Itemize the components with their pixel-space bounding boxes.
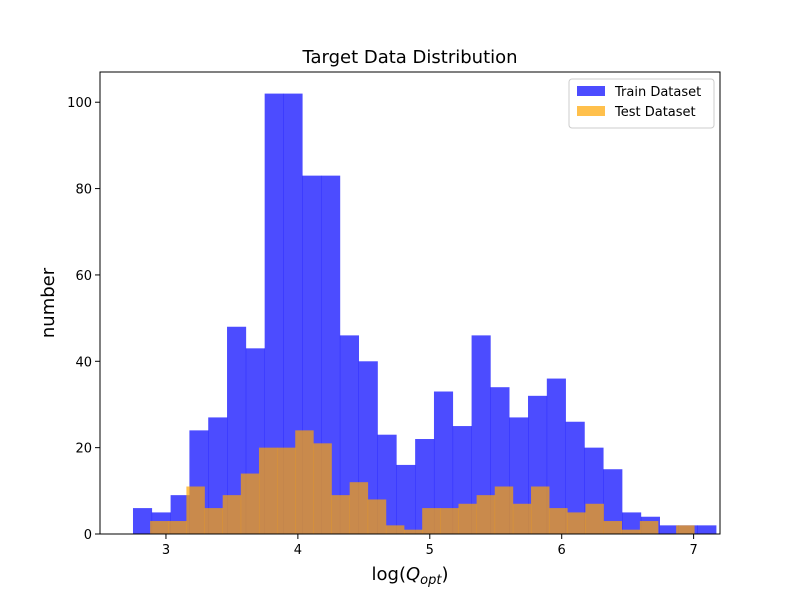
y-tick-label: 60 xyxy=(75,269,92,284)
histogram-bar-test xyxy=(385,525,405,534)
plot-frame xyxy=(99,71,721,535)
histogram-bar-test xyxy=(349,482,369,534)
legend: Train Dataset Test Dataset xyxy=(568,78,715,129)
chart-title: Target Data Distribution xyxy=(301,47,517,68)
legend-swatch-train xyxy=(577,86,605,96)
x-tick-label: 6 xyxy=(558,543,566,558)
histogram-bar-train xyxy=(132,508,153,534)
histogram-bar-test xyxy=(512,503,532,534)
histogram-bar-train xyxy=(659,525,679,534)
histogram-bar-train xyxy=(433,391,454,534)
histogram-bar-test xyxy=(168,521,187,534)
x-tick-label: 3 xyxy=(162,543,170,558)
histogram-bar-test xyxy=(204,508,223,534)
histogram-bar-test xyxy=(603,521,623,534)
histogram-bar-test xyxy=(676,525,695,534)
histogram-bar-train xyxy=(546,378,566,534)
histogram-bar-test xyxy=(240,473,260,534)
histogram-bar-train xyxy=(264,93,284,534)
legend-box xyxy=(568,78,715,129)
histogram-bar-test xyxy=(621,529,641,534)
legend-swatch-test xyxy=(577,106,605,116)
histogram-bar-test xyxy=(295,430,314,534)
histogram-bar-test xyxy=(222,495,242,534)
histogram-bar-train xyxy=(603,469,623,534)
y-tick-label: 20 xyxy=(75,442,92,457)
y-tick-label: 80 xyxy=(75,183,92,198)
histogram-bar-test xyxy=(422,508,441,534)
histogram-bar-train xyxy=(396,464,416,534)
histogram-bar-test xyxy=(458,503,477,534)
histogram-bar-train xyxy=(622,512,642,534)
histogram-bar-test xyxy=(440,508,459,534)
x-tick-label: 7 xyxy=(689,543,697,558)
histogram-bar-test xyxy=(476,495,496,534)
y-axis-ticks: 0 20 40 60 80 100 xyxy=(67,96,100,543)
legend-label-train: Train Dataset xyxy=(614,85,701,100)
histogram-bar-test xyxy=(258,447,278,534)
histogram-bar-train xyxy=(283,93,303,534)
y-axis-label: number xyxy=(38,267,59,338)
histogram-bar-test xyxy=(277,447,296,534)
histogram-bar-test xyxy=(331,495,350,534)
x-tick-label: 4 xyxy=(294,543,302,558)
legend-label-test: Test Dataset xyxy=(614,105,696,120)
x-tick-label: 5 xyxy=(426,543,434,558)
y-tick-label: 0 xyxy=(84,528,92,543)
histogram-bar-test xyxy=(585,503,604,534)
histogram-bar-train xyxy=(565,421,585,534)
histogram-bar-train xyxy=(697,525,717,534)
histogram-bar-train xyxy=(208,417,228,534)
x-axis-ticks: 3 4 5 6 7 xyxy=(162,534,698,558)
histogram-bar-test xyxy=(639,521,659,534)
histogram-bar-test xyxy=(150,521,169,534)
x-axis-label: log(Qopt) xyxy=(372,564,449,588)
y-tick-label: 40 xyxy=(75,355,92,370)
histogram-bar-test xyxy=(313,443,332,534)
histogram-bar-test xyxy=(549,508,568,534)
y-tick-label: 100 xyxy=(67,96,92,111)
histogram-bar-train xyxy=(471,335,491,534)
histogram-bar-test xyxy=(531,486,550,534)
train-bars xyxy=(132,93,717,534)
histogram-bar-test xyxy=(567,512,586,534)
histogram-bar-test xyxy=(186,486,205,534)
histogram-bar-test xyxy=(404,529,423,534)
histogram-bar-test xyxy=(494,486,514,534)
histogram-bar-test xyxy=(367,499,387,534)
test-bars xyxy=(150,430,695,534)
